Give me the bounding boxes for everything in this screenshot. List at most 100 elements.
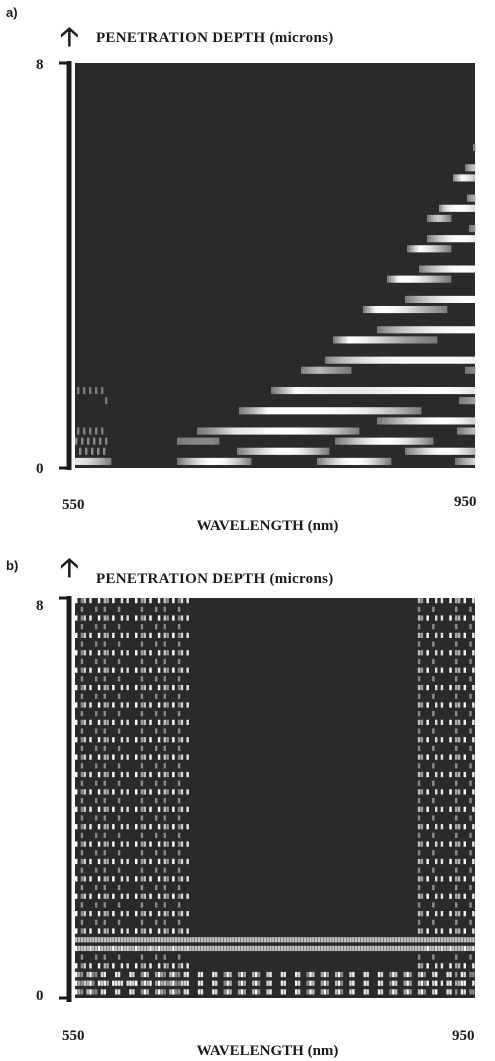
heatmap-cell	[355, 937, 358, 943]
heatmap-cell	[271, 447, 274, 455]
heatmap-cell	[120, 911, 124, 917]
heatmap-cell	[417, 937, 421, 943]
heatmap-cell	[421, 265, 424, 273]
heatmap-cell	[349, 427, 352, 435]
heatmap-cell	[423, 447, 426, 455]
heatmap-cell	[471, 235, 474, 243]
heatmap-cell	[263, 407, 266, 415]
heatmap-cell	[435, 989, 438, 995]
heatmap-cell	[340, 989, 344, 995]
chart-panel-b: b) 🡡 PENETRATION DEPTH (microns) 8 0 550…	[0, 528, 495, 1059]
heatmap-cell	[295, 980, 298, 986]
heatmap-cell	[331, 427, 334, 435]
heatmap-cell	[283, 427, 286, 435]
heatmap-cell	[106, 841, 109, 847]
heatmap-cell	[97, 806, 101, 812]
heatmap-cell	[160, 971, 164, 978]
heatmap-cell	[435, 893, 438, 899]
heatmap-cell	[449, 806, 452, 812]
heatmap-cell	[365, 336, 368, 344]
heatmap-cell	[429, 214, 432, 222]
heatmap-cell	[97, 824, 101, 830]
heatmap-cell	[89, 893, 92, 899]
heatmap-cell	[380, 989, 384, 995]
heatmap-cell	[106, 719, 109, 725]
heatmap-cell	[445, 387, 448, 395]
heatmap-cell	[403, 437, 406, 445]
heatmap-cell	[157, 841, 161, 847]
heatmap-cell	[132, 945, 135, 952]
heatmap-cell	[363, 945, 366, 952]
heatmap-cell	[295, 937, 298, 943]
heatmap-cell	[172, 667, 175, 673]
heatmap-cell	[257, 989, 261, 995]
heatmap-cell	[423, 336, 426, 344]
heatmap-cell	[152, 937, 155, 943]
heatmap-cell	[103, 641, 106, 647]
heatmap-cell	[373, 336, 376, 344]
heatmap-cell	[440, 702, 444, 708]
heatmap-cell	[377, 980, 381, 986]
heatmap-cell	[129, 937, 132, 943]
heatmap-cell	[385, 306, 388, 314]
heatmap-cell	[449, 937, 452, 943]
heatmap-cell	[135, 824, 138, 830]
heatmap-cell	[247, 447, 250, 455]
heatmap-cell	[132, 980, 135, 986]
heatmap-cell	[99, 457, 102, 465]
heatmap-cell	[339, 457, 342, 465]
heatmap-cell	[413, 447, 416, 455]
heatmap-cell	[455, 832, 458, 838]
heatmap-cell	[461, 326, 464, 334]
heatmap-cell	[140, 693, 144, 699]
heatmap-cell	[335, 937, 338, 943]
heatmap-cell	[326, 945, 329, 952]
heatmap-cell	[432, 989, 435, 995]
heatmap-cell	[335, 336, 338, 344]
heatmap-cell	[335, 457, 338, 465]
heatmap-cell	[172, 937, 175, 943]
heatmap-cell	[157, 963, 161, 969]
heatmap-cell	[155, 606, 158, 612]
heatmap-cell	[467, 265, 470, 273]
heatmap-cell	[419, 336, 422, 344]
heatmap-cell	[433, 417, 436, 425]
heatmap-cell	[417, 447, 420, 455]
heatmap-cell	[447, 387, 450, 395]
heatmap-cell	[329, 457, 332, 465]
heatmap-cell	[426, 650, 429, 656]
heatmap-cell	[417, 728, 421, 734]
heatmap-cell	[327, 366, 330, 374]
heatmap-cell	[315, 945, 318, 952]
heatmap-cell	[371, 356, 374, 364]
heatmap-cell	[467, 366, 470, 374]
heatmap-cell	[80, 676, 84, 682]
heatmap-cell	[77, 427, 80, 435]
heatmap-cell	[353, 457, 356, 465]
heatmap-cell	[95, 832, 98, 838]
heatmap-cell	[389, 275, 392, 283]
heatmap-cell	[297, 387, 300, 395]
heatmap-cell	[155, 641, 158, 647]
heatmap-cell	[166, 650, 169, 656]
heatmap-cell	[163, 963, 166, 969]
heatmap-cell	[103, 737, 106, 743]
heatmap-cell	[126, 876, 129, 882]
heatmap-cell	[440, 667, 444, 673]
heatmap-cell	[103, 719, 106, 725]
heatmap-cell	[407, 387, 410, 395]
heatmap-cell	[143, 806, 146, 812]
heatmap-cell	[447, 275, 450, 283]
heatmap-cell	[439, 214, 442, 222]
heatmap-cell	[381, 407, 384, 415]
heatmap-cell	[437, 326, 440, 334]
heatmap-cell	[441, 326, 444, 334]
heatmap-cell	[80, 641, 84, 647]
heatmap-cell	[275, 427, 278, 435]
heatmap-cell	[415, 295, 418, 303]
heatmap-cell	[95, 711, 98, 717]
heatmap-cell	[405, 306, 408, 314]
heatmap-cell	[213, 427, 216, 435]
heatmap-cell	[405, 417, 408, 425]
heatmap-cell	[155, 919, 158, 925]
